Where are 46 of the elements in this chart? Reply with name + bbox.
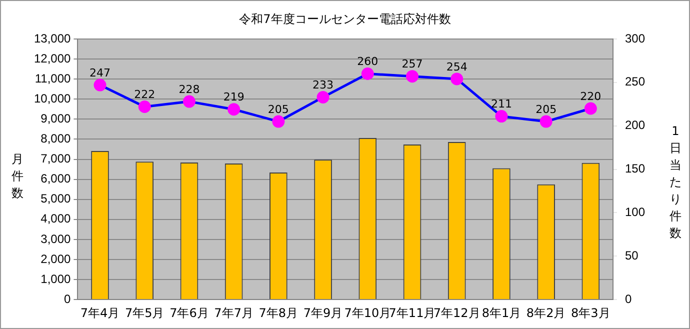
y-tick-label: 12,000: [34, 51, 72, 66]
y2-tick-label: 200: [624, 118, 646, 132]
data-label: 219: [223, 90, 244, 104]
data-label: 254: [446, 60, 468, 74]
y-tick-label: 9,000: [40, 111, 72, 126]
data-label: 260: [357, 55, 378, 68]
y-tick-label: 3,000: [40, 232, 72, 246]
data-label: 233: [312, 78, 334, 92]
y2-tick-label: 50: [624, 248, 639, 262]
y2-axis-title: 1日当たり件数: [669, 123, 682, 242]
x-tick-label: 7年4月: [80, 306, 120, 320]
y-tick-label: 2,000: [40, 252, 72, 266]
y-tick-label: 11,000: [34, 71, 72, 86]
x-tick-label: 8年3月: [571, 306, 610, 320]
data-label: 205: [268, 102, 289, 116]
data-label: 228: [178, 82, 200, 96]
chart-title: 令和7年度コールセンター電話応対件数: [238, 11, 452, 28]
x-tick-label: 7年8月: [258, 306, 298, 320]
y-tick-label: 13,000: [34, 31, 72, 46]
x-tick-label: 7年12月: [433, 306, 480, 320]
x-tick-label: 7年6月: [170, 306, 209, 320]
y-tick-label: 6,000: [40, 172, 72, 186]
data-label: 205: [536, 102, 557, 116]
y2-tick-label: 0: [624, 292, 632, 306]
y-tick-label: 10,000: [34, 91, 72, 106]
data-label: 222: [134, 88, 156, 102]
y-tick-label: 4,000: [40, 212, 72, 226]
data-label: 211: [490, 98, 512, 111]
y-tick-label: 5,000: [40, 192, 72, 206]
data-label: 220: [580, 90, 602, 103]
x-tick-label: 8年1月: [482, 306, 522, 320]
y2-tick-label: 250: [624, 74, 646, 89]
y-tick-label: 7,000: [40, 152, 72, 166]
x-tick-label: 7年5月: [124, 306, 164, 320]
y2-tick-label: 300: [624, 31, 646, 46]
y2-tick-label: 150: [624, 162, 646, 176]
y2-tick-label: 100: [624, 205, 646, 220]
y-tick-label: 0: [64, 292, 72, 306]
y-tick-label: 1,000: [40, 272, 72, 286]
y-axis-title: 月件数: [11, 151, 24, 202]
y-tick-label: 8,000: [40, 132, 72, 146]
data-label: 257: [402, 58, 423, 71]
x-tick-label: 8年2月: [526, 306, 566, 320]
x-tick-label: 7年9月: [303, 306, 343, 320]
x-tick-label: 7年7月: [214, 306, 254, 320]
data-label: 247: [90, 66, 111, 80]
